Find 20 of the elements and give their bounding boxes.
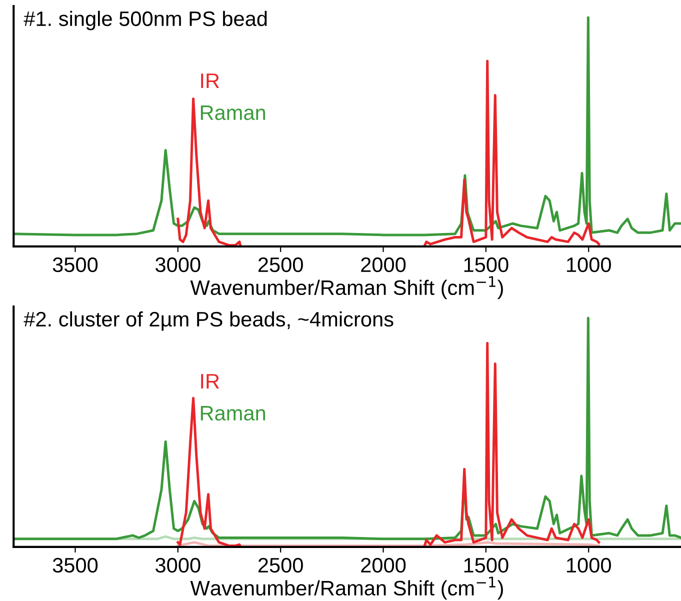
text: Raman [200,106,266,120]
x-tick-label: 3000 [156,558,200,573]
series-label: Raman [200,406,266,421]
x-tick-label: 2000 [361,558,406,573]
x-axis-title: Wavenumber/Raman Shift (cm$^{−1}$) [190,276,503,300]
chart-title: #2. cluster of 2µm PS beads, ~4microns [24,311,394,331]
x-tick-label: 3500 [52,558,98,573]
x-tick-label: 2500 [258,558,303,573]
series-label: IR [201,74,220,88]
chart-title: #1. single 500nm PS bead [24,10,267,30]
x-tick-label: 1500 [464,558,508,573]
x-tick-label: 2000 [361,257,406,272]
x-tick-label: 1000 [567,257,611,272]
x-tick-label: 3500 [52,257,98,272]
x-axis-title: Wavenumber/Raman Shift (cm$^{−1}$) [190,576,503,600]
x-tick-label: 2500 [258,257,303,272]
x-tick-label: 1000 [567,558,611,573]
x-tick-label: 1500 [464,257,508,272]
x-tick-label: 3000 [156,257,200,272]
series-label: IR [201,374,220,388]
